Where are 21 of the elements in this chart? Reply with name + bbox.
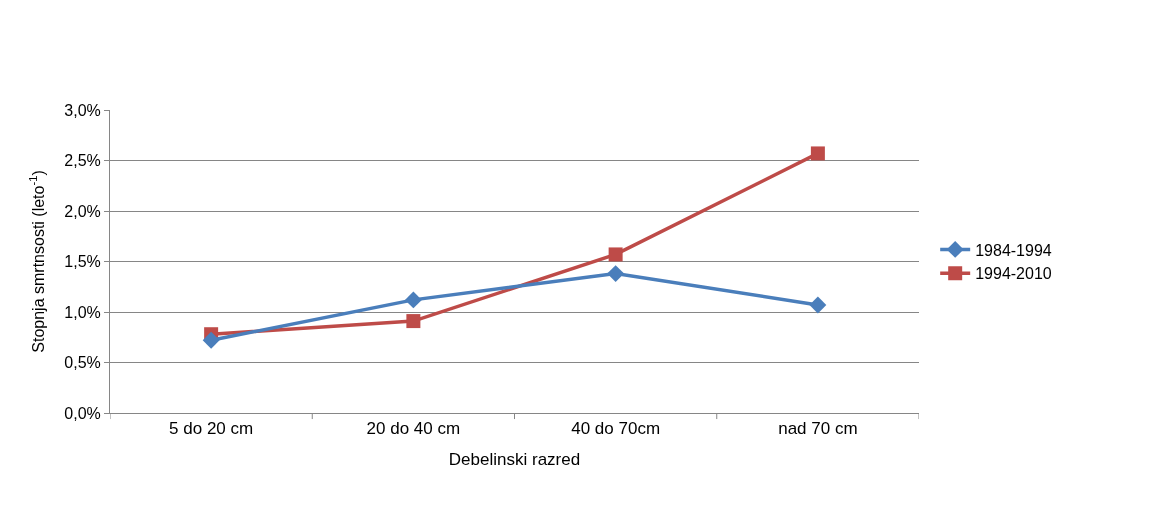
point: [202, 331, 220, 349]
point: [404, 291, 422, 309]
legend-label: 1994-2010: [975, 265, 1052, 283]
point: [809, 296, 827, 314]
y-tick-label: 2,0%: [64, 202, 101, 220]
y-tick-label: 0,5%: [64, 354, 101, 372]
point: [608, 247, 623, 262]
y-tick-label: 0,0%: [64, 404, 101, 422]
x-tick-label: nad 70 cm: [778, 419, 858, 439]
y-tick-label: 3,0%: [64, 101, 101, 119]
point: [406, 314, 421, 329]
x-tick-label: 20 do 40 cm: [366, 419, 461, 439]
x-axis-title: Debelinski razred: [448, 449, 581, 469]
x-tick-label: 5 do 20 cm: [169, 419, 254, 439]
x-tick-label: 40 do 70cm: [571, 419, 661, 439]
y-tick-label: 1,0%: [64, 303, 101, 321]
point: [607, 265, 625, 283]
legend-label: 1984-1994: [975, 241, 1052, 259]
point: [810, 146, 825, 161]
y-tick-label: 1,5%: [64, 253, 101, 271]
y-tick-label: 2,5%: [64, 152, 101, 170]
